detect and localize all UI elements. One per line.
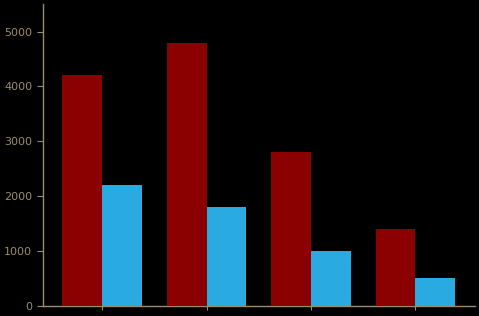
Bar <box>271 152 311 306</box>
Bar <box>376 229 415 306</box>
Bar <box>311 251 351 306</box>
Bar <box>206 207 246 306</box>
Bar <box>102 185 142 306</box>
Bar <box>62 76 102 306</box>
Bar <box>167 43 206 306</box>
Bar <box>415 278 455 306</box>
